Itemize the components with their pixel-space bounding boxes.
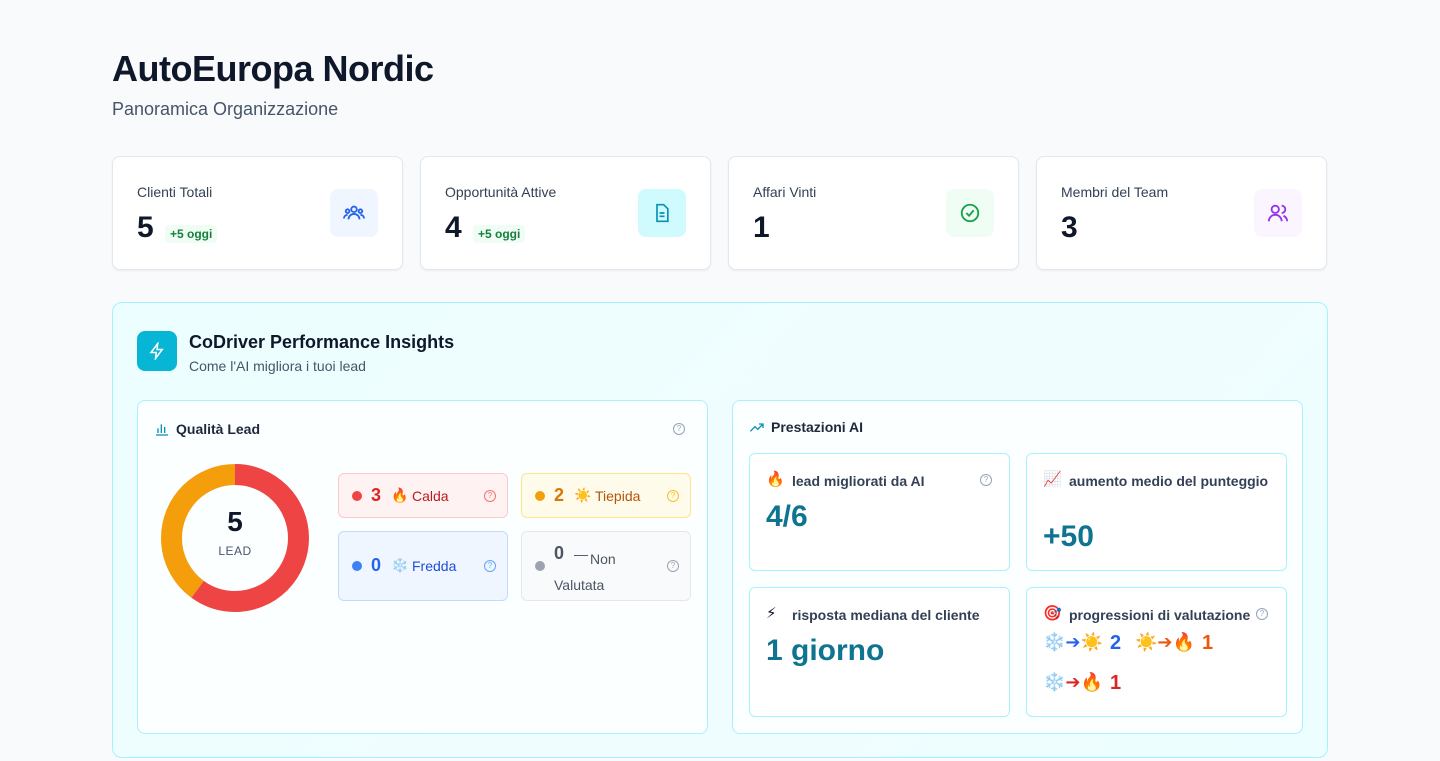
ai-performance-panel: Prestazioni AI 🔥 lead migliorati da AI? 4/… <box>732 400 1303 734</box>
insights-section: CoDriver Performance Insights Come l'AI … <box>112 302 1328 758</box>
ai-card-label: lead migliorati da AI <box>792 473 925 489</box>
ai-card-value: +50 <box>1043 520 1094 553</box>
ai-card-icon: 📈 <box>1043 471 1062 488</box>
segment-label: Calda <box>412 487 449 504</box>
ai-card: ⚡ risposta mediana del cliente 1 giorno <box>749 587 1010 717</box>
ai-card-value: 1 giorno <box>766 634 885 667</box>
ai-card-label: aumento medio del punteggio <box>1069 473 1269 489</box>
segment-count: 2 <box>554 484 565 505</box>
donut-total-label: LEAD <box>218 544 251 558</box>
stat-icon <box>638 189 686 237</box>
stat-card: Clienti Totali 5 +5 oggi <box>112 156 403 270</box>
panel-icon <box>749 423 764 432</box>
help-icon[interactable]: ? <box>980 474 992 486</box>
ai-card-label: progressioni di valutazione <box>1069 607 1251 623</box>
ai-card-icon: 🔥 <box>766 471 785 488</box>
lead-quality-panel: Qualità Lead ? 5 LEAD 3 🔥 Calda? 2 ☀️ Tiepida… <box>137 400 708 734</box>
progression-count: 1 <box>1202 632 1214 654</box>
panel-title: Qualità Lead <box>176 421 261 437</box>
segment-card: 2 ☀️ Tiepida? <box>521 473 691 518</box>
org-subtitle: Panoramica Organizzazione <box>112 99 339 119</box>
ai-card-label: risposta mediana del cliente <box>792 607 980 623</box>
stat-value: 5 <box>137 211 154 244</box>
stat-value: 3 <box>1061 211 1078 244</box>
segment-card: 3 🔥 Calda? <box>338 473 508 518</box>
progression-path: ❄️➔🔥 <box>1043 672 1103 692</box>
help-icon[interactable]: ? <box>484 489 496 502</box>
stat-icon <box>1254 189 1302 237</box>
panel-icon <box>156 424 168 436</box>
stat-badge: +5 oggi <box>165 225 218 243</box>
segment-icon: ☀️ <box>574 486 592 503</box>
ai-card-icon: 🎯 <box>1043 605 1062 622</box>
stat-label: Clienti Totali <box>137 184 213 200</box>
stat-icon <box>330 189 378 237</box>
stat-label: Opportunità Attive <box>445 184 557 200</box>
org-title: AutoEuropa Nordic <box>112 48 434 89</box>
segment-card: 0 — Non Valutata? <box>521 531 691 601</box>
insights-icon <box>137 331 177 371</box>
segment-count: 3 <box>371 484 382 505</box>
segment-count: 0 <box>554 543 565 563</box>
insights-title: CoDriver Performance Insights <box>189 332 455 352</box>
segment-label: Tiepida <box>595 487 641 504</box>
segment-dot <box>352 490 362 501</box>
help-icon[interactable]: ? <box>484 560 496 572</box>
progression-path: ❄️➔☀️ <box>1043 632 1103 652</box>
segment-icon: — <box>574 546 588 562</box>
progression-count: 1 <box>1110 672 1122 694</box>
panel-title: Prestazioni AI <box>771 419 864 435</box>
progression-count: 2 <box>1110 632 1122 654</box>
stat-label: Membri del Team <box>1061 184 1169 200</box>
stat-value: 1 <box>753 211 770 244</box>
segment-label: Non Valutata <box>554 551 616 593</box>
segment-icon: ❄️ <box>391 557 409 573</box>
insights-subtitle: Come l'AI migliora i tuoi lead <box>189 358 366 374</box>
donut-total: 5 <box>227 506 243 537</box>
stat-card: Opportunità Attive 4 +5 oggi <box>420 156 711 270</box>
stat-label: Affari Vinti <box>753 184 817 200</box>
help-icon[interactable]: ? <box>667 560 679 572</box>
segment-dot <box>535 490 545 501</box>
progression-path: ☀️➔🔥 <box>1135 632 1195 652</box>
stat-card: Membri del Team 3 <box>1036 156 1327 270</box>
segment-card: 0 ❄️ Fredda? <box>338 531 508 601</box>
segment-label: Fredda <box>412 558 457 574</box>
stat-card: Affari Vinti 1 <box>728 156 1019 270</box>
ai-card: 📈 aumento medio del punteggio +50 <box>1026 453 1287 571</box>
stat-icon <box>946 189 994 237</box>
donut-segment <box>161 464 309 612</box>
stat-badge: +5 oggi <box>473 225 526 243</box>
help-icon[interactable]: ? <box>1256 608 1268 620</box>
segment-dot <box>352 561 362 571</box>
stat-value: 4 <box>445 211 462 244</box>
donut-chart: 5 LEAD <box>161 464 309 612</box>
help-icon[interactable]: ? <box>673 423 685 435</box>
ai-card: 🎯 progressioni di valutazione? ❄️➔☀️ 2 ☀️➔🔥 1… <box>1026 587 1287 717</box>
segment-dot <box>535 561 545 571</box>
ai-card: 🔥 lead migliorati da AI? 4/6 <box>749 453 1010 571</box>
segment-icon: 🔥 <box>391 486 409 503</box>
help-icon[interactable]: ? <box>667 489 679 502</box>
ai-card-icon: ⚡ <box>766 605 777 622</box>
segment-count: 0 <box>371 555 382 575</box>
ai-card-value: 4/6 <box>766 500 808 533</box>
